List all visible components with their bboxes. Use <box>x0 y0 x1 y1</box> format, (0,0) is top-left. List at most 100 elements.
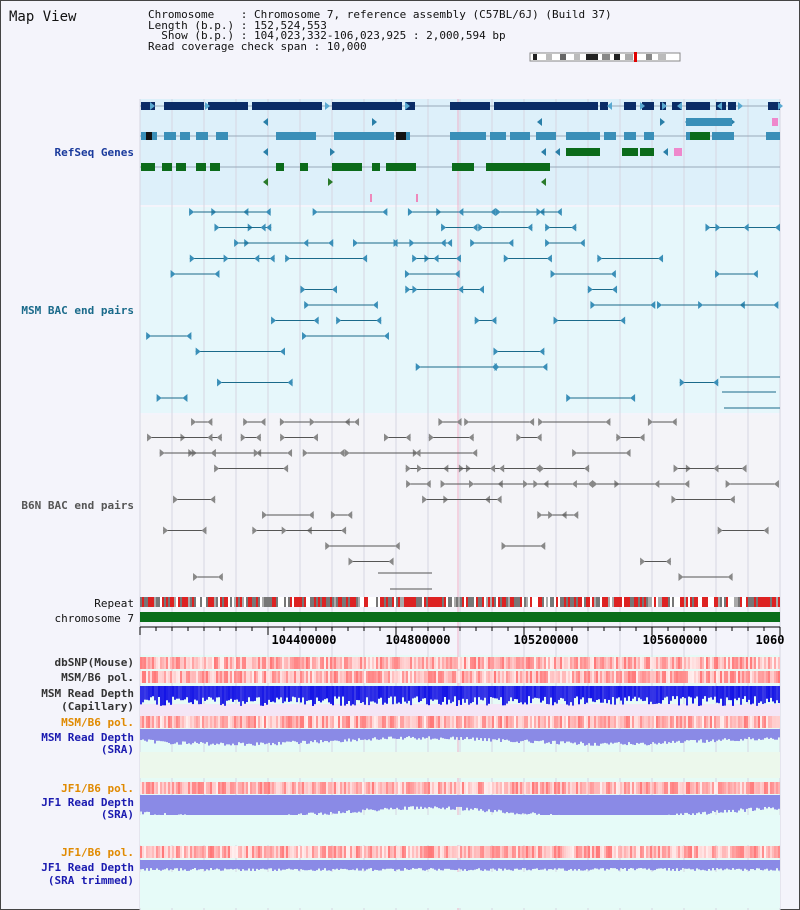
polymorphism-heat-cell <box>218 716 220 728</box>
read-depth-bar <box>598 795 600 817</box>
read-depth-bar <box>594 686 596 703</box>
read-depth-bar <box>708 729 710 742</box>
read-depth-bar <box>332 860 334 869</box>
bac-end-arrow <box>458 208 464 216</box>
polymorphism-heat-cell <box>494 782 496 794</box>
repeat-block <box>526 597 528 607</box>
read-depth-bar <box>756 729 758 741</box>
read-depth-bar <box>214 795 216 818</box>
polymorphism-heat-cell <box>200 716 202 728</box>
read-depth-bar <box>642 729 644 743</box>
read-depth-bar <box>368 795 370 810</box>
read-depth-bar <box>602 729 604 744</box>
polymorphism-heat-cell <box>424 716 426 728</box>
repeat-block <box>430 597 432 607</box>
read-depth-bar <box>714 686 716 697</box>
track-label-msm-depth-sra[interactable]: MSM Read Depth <box>41 731 134 744</box>
read-depth-bar <box>666 795 668 818</box>
repeat-block <box>522 597 524 607</box>
dbsnp-heat-cell <box>322 657 324 669</box>
track-label-repeat[interactable]: Repeat <box>94 597 134 610</box>
track-label-msm-b6-pol-1[interactable]: MSM/B6 pol. <box>61 671 134 684</box>
polymorphism-heat-cell <box>420 846 422 858</box>
read-depth-bar <box>660 795 662 816</box>
read-depth-bar <box>572 686 574 706</box>
read-depth-bar <box>246 860 248 871</box>
read-depth-bar <box>654 729 656 744</box>
dbsnp-heat-cell <box>206 657 208 669</box>
repeat-block <box>772 597 774 607</box>
polymorphism-heat-cell <box>646 671 648 683</box>
polymorphism-heat-cell <box>684 846 686 858</box>
polymorphism-heat-cell <box>484 671 486 683</box>
track-label-chromosome[interactable]: chromosome 7 <box>54 612 134 625</box>
bac-end-arrow <box>440 480 446 488</box>
repeat-block <box>150 597 152 607</box>
polymorphism-heat-cell <box>644 671 646 683</box>
dbsnp-heat-cell <box>720 657 722 669</box>
polymorphism-heat-cell <box>530 782 532 794</box>
polymorphism-heat-cell <box>730 716 732 728</box>
polymorphism-heat-cell <box>464 782 466 794</box>
depth-track-bg <box>140 872 780 908</box>
polymorphism-heat-cell <box>672 846 674 858</box>
bac-end-arrow <box>665 557 671 566</box>
polymorphism-heat-cell <box>314 846 316 858</box>
polymorphism-heat-cell <box>260 782 262 794</box>
polymorphism-heat-cell <box>692 846 694 858</box>
dbsnp-heat-cell <box>142 657 144 669</box>
bac-end-arrow <box>254 254 260 263</box>
dbsnp-heat-cell <box>566 657 568 669</box>
polymorphism-heat-cell <box>620 716 622 728</box>
polymorphism-heat-cell <box>616 671 618 683</box>
track-label-jf1-b6-pol-1[interactable]: JF1/B6 pol. <box>61 782 134 795</box>
read-depth-bar <box>378 686 380 699</box>
dbsnp-heat-cell <box>728 657 730 669</box>
repeat-block <box>142 597 144 607</box>
track-label-msm-b6-pol-2[interactable]: MSM/B6 pol. <box>61 716 134 729</box>
polymorphism-heat-cell <box>774 671 776 683</box>
repeat-block <box>468 597 470 607</box>
track-label-refseq[interactable]: RefSeq Genes <box>54 146 134 159</box>
read-depth-bar <box>298 860 300 871</box>
polymorphism-heat-cell <box>604 846 606 858</box>
read-depth-bar <box>402 795 404 810</box>
track-label-msm-bac[interactable]: MSM BAC end pairs <box>21 304 134 317</box>
read-depth-bar <box>142 729 144 740</box>
read-depth-bar <box>492 795 494 813</box>
repeat-block <box>484 597 486 607</box>
track-label-jf1-b6-pol-3[interactable]: JF1/B6 pol. <box>61 846 134 859</box>
read-depth-bar <box>290 729 292 742</box>
read-depth-bar <box>728 860 730 870</box>
track-label-jf1-depth-trimmed[interactable]: JF1 Read Depth <box>41 861 134 874</box>
refseq-gene-exon <box>768 102 780 110</box>
polymorphism-heat-cell <box>490 782 492 794</box>
polymorphism-heat-cell <box>710 671 712 683</box>
repeat-block <box>180 597 182 607</box>
polymorphism-heat-cell <box>650 782 652 794</box>
read-depth-bar <box>540 686 542 703</box>
repeat-block <box>262 597 264 607</box>
track-label-dbsnp[interactable]: dbSNP(Mouse) <box>54 656 134 669</box>
polymorphism-heat-cell <box>664 846 666 858</box>
polymorphism-heat-cell <box>446 671 448 683</box>
polymorphism-heat-cell <box>318 846 320 858</box>
dbsnp-heat-cell <box>424 657 426 669</box>
read-depth-bar <box>466 860 468 871</box>
dbsnp-heat-cell <box>522 657 524 669</box>
track-label-jf1-depth-sra[interactable]: JF1 Read Depth <box>41 796 134 809</box>
repeat-block <box>246 597 248 607</box>
dbsnp-heat-cell <box>430 657 432 669</box>
bac-end-arrow <box>773 301 779 309</box>
polymorphism-heat-cell <box>324 846 326 858</box>
bac-end-arrow <box>592 480 598 488</box>
read-depth-bar <box>314 795 316 814</box>
polymorphism-heat-cell <box>188 846 190 858</box>
read-depth-bar <box>260 729 262 743</box>
read-depth-bar <box>702 729 704 743</box>
track-label-msm-depth-capillary[interactable]: MSM Read Depth <box>41 687 134 700</box>
read-depth-bar <box>524 729 526 741</box>
track-label-b6n-bac[interactable]: B6N BAC end pairs <box>21 499 134 512</box>
dbsnp-heat-cell <box>180 657 182 669</box>
